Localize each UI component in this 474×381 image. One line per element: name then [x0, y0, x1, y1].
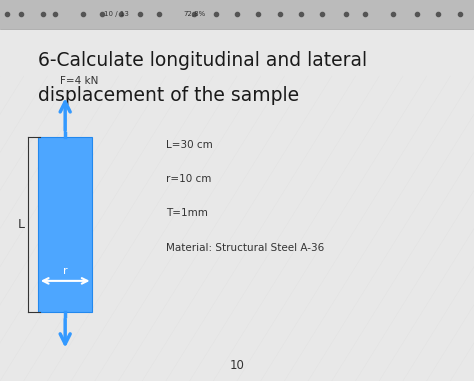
Text: r=10 cm: r=10 cm	[166, 174, 211, 184]
Text: 10: 10	[229, 359, 245, 372]
Text: 72,8%: 72,8%	[183, 11, 205, 17]
Text: L: L	[18, 218, 25, 231]
Text: T=1mm: T=1mm	[166, 208, 208, 218]
Text: F=4 kN: F=4 kN	[61, 76, 99, 86]
Text: Material: Structural Steel A-36: Material: Structural Steel A-36	[166, 243, 324, 253]
Text: 10 / 13: 10 / 13	[104, 11, 128, 17]
Bar	[38, 137, 92, 312]
Text: L=30 cm: L=30 cm	[166, 140, 213, 150]
Bar	[0, 0, 474, 29]
Text: 6-Calculate longitudinal and lateral: 6-Calculate longitudinal and lateral	[38, 51, 367, 70]
Text: displacement of the sample: displacement of the sample	[38, 86, 299, 105]
Text: r: r	[63, 266, 67, 276]
